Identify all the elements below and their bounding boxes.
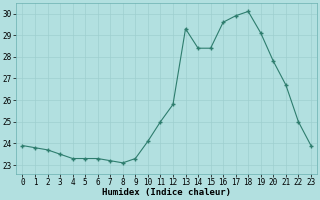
X-axis label: Humidex (Indice chaleur): Humidex (Indice chaleur) xyxy=(102,188,231,197)
